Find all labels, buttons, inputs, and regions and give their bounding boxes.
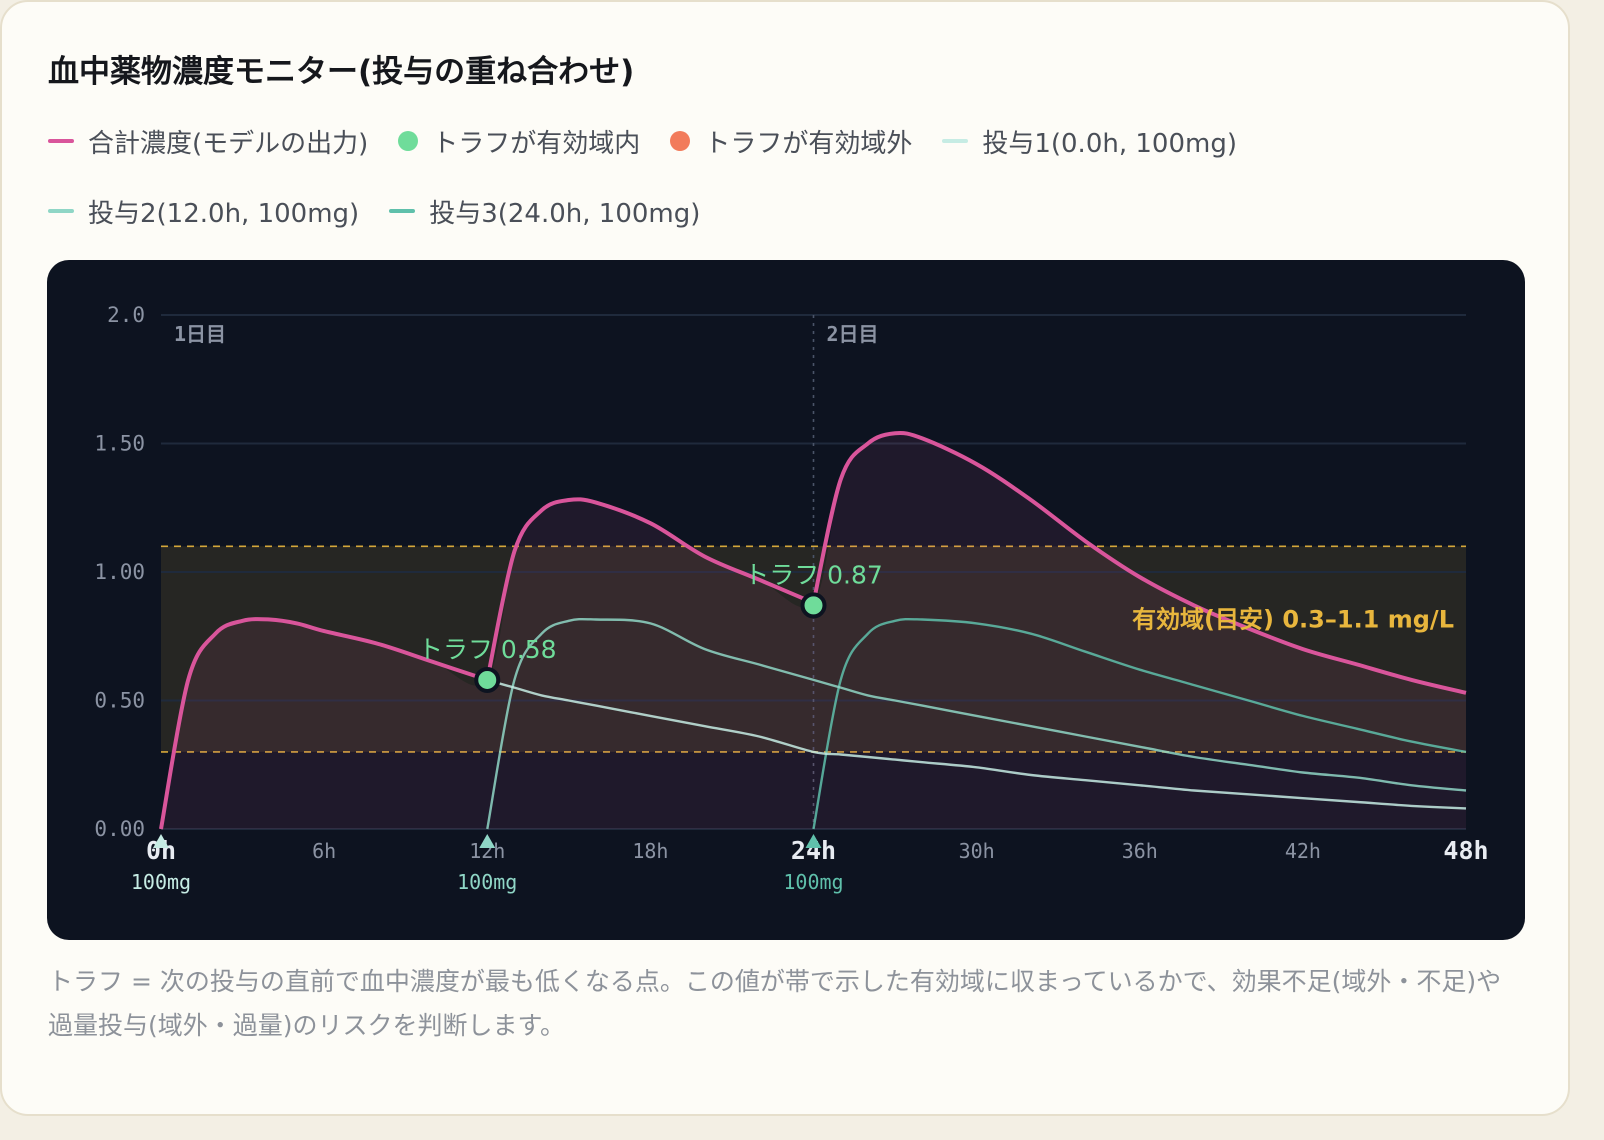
legend-label: トラフが有効域内 [432, 128, 641, 159]
dose-amount-label: 100mg [783, 870, 843, 894]
trough-label: トラフ 0.58 [418, 635, 557, 664]
total-area-fill [161, 432, 1466, 829]
x-tick-label: 36h [1122, 839, 1158, 863]
x-tick-label: 6h [312, 839, 336, 863]
legend-row-2: 投与2(12.0h, 100mg) 投与3(24.0h, 100mg) [48, 188, 1528, 234]
legend-item-dose-2[interactable]: 投与2(12.0h, 100mg) [48, 193, 359, 230]
dose-marker-icon [153, 834, 169, 848]
trough-label: トラフ 0.87 [744, 560, 883, 589]
dose-amount-label: 100mg [457, 870, 517, 894]
legend-item-trough-in[interactable]: トラフが有効域内 [398, 123, 640, 160]
y-tick-label: 1.50 [94, 432, 145, 456]
band-label: 有効域(目安) 0.3–1.1 mg/L [1132, 605, 1454, 633]
y-tick-label: 0.00 [94, 817, 145, 841]
legend-swatch-dot [398, 131, 419, 151]
legend-swatch-line [389, 209, 416, 213]
y-tick-label: 0.50 [94, 689, 145, 713]
total-series-line [159, 617, 488, 830]
legend-item-dose-1[interactable]: 投与1(0.0h, 100mg) [942, 123, 1237, 160]
dose-amount-label: 100mg [131, 870, 191, 894]
trough-point [800, 592, 827, 619]
x-tick-label: 18h [632, 839, 668, 863]
day-label: 2日目 [827, 322, 879, 346]
legend-row-1: 合計濃度(モデルの出力) トラフが有効域内 トラフが有効域外 投与1(0.0h,… [48, 118, 1528, 164]
trough-point [474, 666, 501, 693]
legend: 合計濃度(モデルの出力) トラフが有効域内 トラフが有効域外 投与1(0.0h,… [48, 118, 1528, 258]
dose-series-line [812, 617, 1467, 830]
dose-marker-icon [479, 834, 496, 848]
explanation-note: トラフ = 次の投与の直前で血中濃度が最も低くなる点。この値が帯で示した有効域に… [48, 967, 1502, 1040]
x-tick-label: 30h [959, 839, 995, 863]
legend-item-total[interactable]: 合計濃度(モデルの出力) [48, 123, 368, 160]
x-tick-label: 48h [1443, 836, 1488, 865]
y-tick-label: 2.0 [107, 303, 145, 327]
legend-label: 投与1(0.0h, 100mg) [982, 128, 1237, 159]
x-tick-label: 42h [1285, 839, 1321, 863]
legend-item-trough-out[interactable]: トラフが有効域外 [670, 123, 912, 160]
total-series-line [485, 497, 815, 681]
chart-title: 血中薬物濃度モニター(投与の重ね合わせ) [48, 54, 635, 90]
chart-panel: 0.00 0.50 1.00 1.50 2.0 1日目 2日目 0h 6h 12h 18h 24h 30… [47, 260, 1525, 940]
total-series-line [811, 430, 1467, 695]
legend-label: 投与3(24.0h, 100mg) [429, 198, 701, 229]
dose-marker-icon [805, 834, 822, 848]
monitor-card: 血中薬物濃度モニター(投与の重ね合わせ) 合計濃度(モデルの出力) トラフが有効… [0, 0, 1570, 1116]
legend-swatch-line [48, 209, 74, 213]
legend-label: 合計濃度(モデルの出力) [88, 128, 369, 159]
legend-label: トラフが有効域外 [704, 128, 913, 159]
y-tick-label: 1.00 [94, 560, 145, 584]
legend-label: 投与2(12.0h, 100mg) [88, 198, 360, 229]
legend-item-dose-3[interactable]: 投与3(24.0h, 100mg) [389, 193, 700, 230]
dose-series-line [486, 617, 1467, 830]
day-label: 1日目 [174, 322, 226, 346]
legend-swatch-line [942, 139, 969, 143]
legend-swatch-dot [670, 131, 691, 151]
legend-swatch-line [48, 139, 74, 143]
